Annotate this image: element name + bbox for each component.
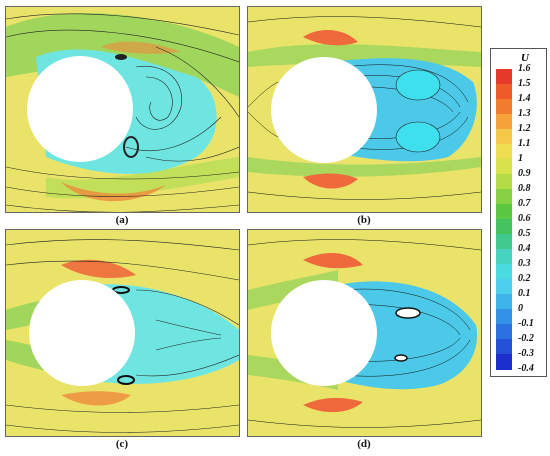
flow-field-c: [6, 230, 239, 436]
flow-field-a: [6, 7, 239, 212]
panel-d: [247, 229, 482, 437]
colorbar-swatch: [496, 174, 512, 190]
colorbar-swatch: [496, 324, 512, 340]
panel-a: [5, 6, 240, 213]
colorbar-swatch: [496, 294, 512, 310]
legend-tick-label: 0.7: [518, 198, 531, 209]
colorbar-swatch: [496, 189, 512, 205]
panel-b: [247, 6, 482, 213]
legend-tick-label: 0.5: [518, 228, 531, 239]
legend-tick-label: 0.9: [518, 168, 531, 179]
colorbar-swatch: [496, 114, 512, 130]
caption-b: (b): [357, 214, 371, 226]
colorbar-swatch: [496, 144, 512, 160]
legend-tick-label: 0.8: [518, 183, 531, 194]
caption-a: (a): [115, 214, 129, 226]
colorbar-swatch: [496, 339, 512, 355]
legend-tick-label: 1.2: [518, 123, 531, 134]
colorbar-swatch: [496, 234, 512, 250]
legend-tick-label: 1.6: [518, 63, 531, 74]
legend-tick-label: 1.4: [518, 93, 531, 104]
legend-tick-label: 0.3: [518, 258, 531, 269]
legend-tick-label: 0.4: [518, 243, 531, 254]
colorbar-swatch: [496, 99, 512, 115]
legend-tick-label: 1.3: [518, 108, 531, 119]
panel-c: [5, 229, 240, 437]
legend-tick-label: 1: [518, 153, 523, 164]
flow-field-d: [248, 230, 481, 436]
caption-c: (c): [115, 438, 129, 450]
legend-tick-label: 0: [518, 303, 523, 314]
colorbar-swatch: [496, 249, 512, 265]
legend-tick-label: -0.3: [518, 348, 534, 359]
legend-tick-label: -0.4: [518, 363, 534, 374]
legend-tick-label: -0.1: [518, 318, 534, 329]
colorbar-swatch: [496, 69, 512, 85]
colorbar-swatch: [496, 129, 512, 145]
legend-tick-label: -0.2: [518, 333, 534, 344]
legend-tick-label: 1.1: [518, 138, 531, 149]
legend-tick-label: 0.1: [518, 288, 531, 299]
colorbar-swatch: [496, 84, 512, 100]
legend-tick-label: 0.2: [518, 273, 531, 284]
flow-field-b: [248, 7, 481, 212]
color-legend: U 1.6 1.5 1.4 1.3 1.2 1.1 1 0.9 0.8 0.7 0.6 0.5 0.4 0…: [490, 48, 547, 377]
colorbar-swatch: [496, 279, 512, 295]
colorbar-swatch: [496, 204, 512, 220]
caption-d: (d): [357, 438, 371, 450]
colorbar-swatch: [496, 264, 512, 280]
colorbar: [496, 69, 512, 370]
legend-tick-label: 0.6: [518, 213, 531, 224]
colorbar-swatch: [496, 219, 512, 235]
legend-title: U: [521, 52, 529, 64]
colorbar-swatch: [496, 354, 512, 370]
colorbar-swatch: [496, 159, 512, 175]
legend-tick-label: 1.5: [518, 78, 531, 89]
colorbar-swatch: [496, 309, 512, 325]
